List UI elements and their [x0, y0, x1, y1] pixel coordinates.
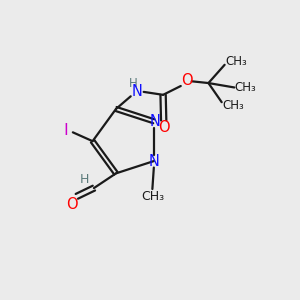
Text: H: H: [80, 173, 89, 186]
Text: O: O: [181, 73, 193, 88]
Text: H: H: [129, 77, 138, 90]
Text: CH₃: CH₃: [235, 81, 256, 94]
Text: CH₃: CH₃: [225, 55, 247, 68]
Text: N: N: [150, 114, 161, 129]
Text: O: O: [158, 120, 170, 135]
Text: CH₃: CH₃: [222, 99, 244, 112]
Text: CH₃: CH₃: [141, 190, 164, 203]
Text: I: I: [64, 123, 68, 138]
Text: N: N: [148, 154, 159, 169]
Text: O: O: [66, 197, 78, 212]
Text: N: N: [132, 84, 142, 99]
